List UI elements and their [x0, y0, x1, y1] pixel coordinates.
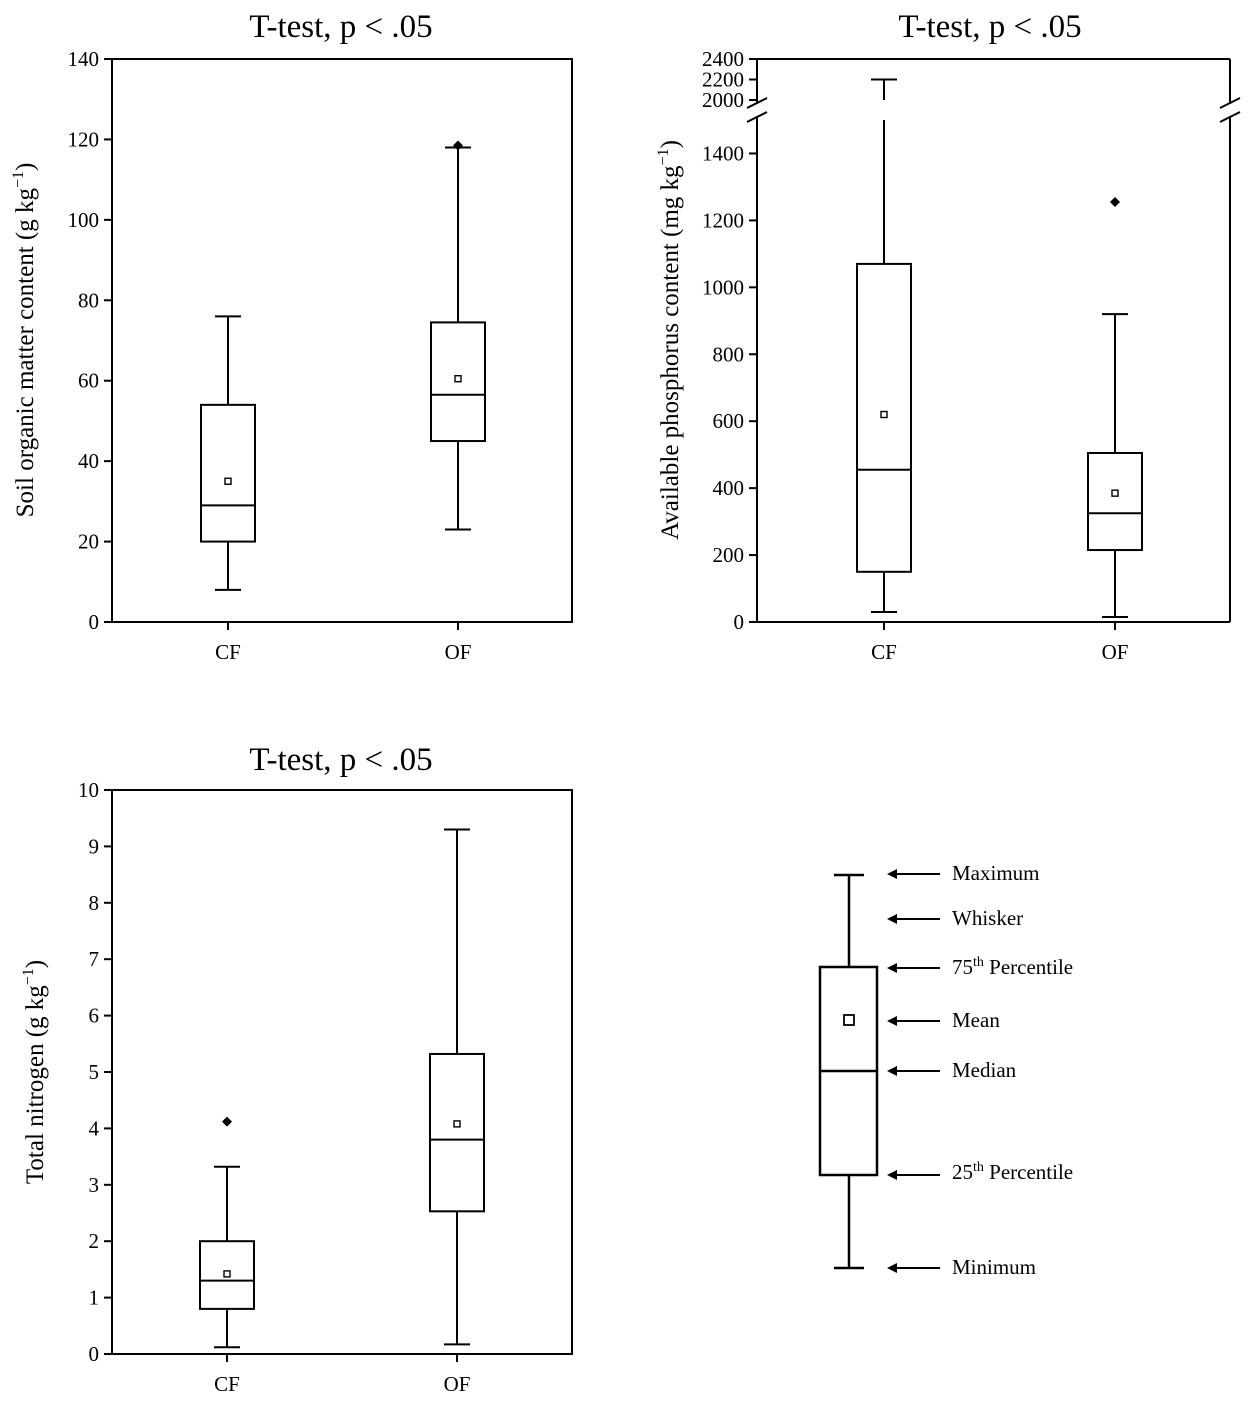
y-tick-label: 9 — [89, 834, 100, 858]
y-tick-label: 8 — [89, 891, 100, 915]
mean-marker — [453, 1120, 461, 1128]
y-tick-label: 2000 — [702, 88, 744, 112]
mean-marker — [223, 1270, 231, 1278]
y-axis-label: Total nitrogen (g kg−1) — [20, 960, 49, 1184]
y-tick-label: 400 — [713, 476, 745, 500]
panel-available-phosphorus: T-test, p < .05 Available phosphorus con… — [655, 9, 1241, 664]
box-iqr — [429, 1052, 485, 1213]
y-tick-label: 1000 — [702, 275, 744, 299]
y-tick-label: 6 — [89, 1004, 100, 1028]
legend-whisker-label: Whisker — [952, 906, 1023, 930]
panel-total-nitrogen: T-test, p < .05 Total nitrogen (g kg−1) … — [20, 742, 573, 1396]
x-tick-label: OF — [444, 1372, 471, 1396]
legend-arrow-head — [887, 1066, 897, 1076]
outlier-point — [222, 1116, 232, 1127]
legend-arrow-head — [887, 1263, 897, 1273]
plot-frame — [111, 58, 573, 623]
y-tick-label: 800 — [713, 342, 745, 366]
y-tick-label: 0 — [89, 610, 100, 634]
y-axis-label: Soil organic matter content (g kg−1) — [10, 163, 39, 518]
y-tick-label: 2400 — [702, 47, 744, 71]
legend-arrow-head — [887, 1170, 897, 1180]
y-tick-label: 100 — [68, 208, 100, 232]
y-tick-label: 2200 — [702, 68, 744, 92]
y-axis-label: Available phosphorus content (mg kg−1) — [655, 140, 684, 540]
y-tick-label: 7 — [89, 947, 100, 971]
box-iqr — [1087, 451, 1143, 552]
legend-maximum-label: Maximum — [952, 861, 1040, 885]
axis-break-mark — [1219, 111, 1241, 123]
x-tick-label: CF — [214, 1372, 240, 1396]
y-tick-label: 80 — [78, 288, 99, 312]
y-tick-label: 2 — [89, 1229, 100, 1253]
y-tick-label: 60 — [78, 369, 99, 393]
legend-arrow-head — [887, 869, 897, 879]
box-iqr — [199, 1240, 255, 1310]
mean-marker — [224, 477, 232, 485]
chart-title: T-test, p < .05 — [249, 742, 432, 778]
legend-median-label: Median — [952, 1058, 1017, 1082]
box-iqr — [856, 262, 912, 573]
y-tick-label: 1400 — [702, 141, 744, 165]
chart-title: T-test, p < .05 — [249, 9, 432, 45]
plot-frame — [111, 789, 573, 1355]
mean-marker — [1111, 489, 1119, 497]
axis-break-mark — [1219, 97, 1241, 109]
mean-marker — [454, 375, 462, 383]
legend-arrow-head — [887, 914, 897, 924]
x-tick-label: CF — [871, 640, 897, 664]
y-tick-label: 0 — [734, 610, 745, 634]
x-tick-label: CF — [215, 640, 241, 664]
x-tick-label: OF — [1102, 640, 1129, 664]
panel-soil-organic-matter: T-test, p < .05 Soil organic matter cont… — [10, 9, 573, 664]
y-tick-label: 20 — [78, 530, 99, 554]
box-iqr — [430, 321, 486, 443]
axis-break-mark — [746, 97, 768, 109]
legend-mean-marker — [843, 1014, 855, 1026]
y-tick-label: 200 — [713, 543, 745, 567]
legend-arrow-head — [887, 1016, 897, 1026]
axis-break-mark — [746, 111, 768, 123]
legend-25th-percentile-label: 25th Percentile — [952, 1160, 1073, 1184]
y-tick-label: 140 — [68, 47, 100, 71]
y-tick-label: 40 — [78, 449, 99, 473]
legend-minimum-label: Minimum — [952, 1255, 1036, 1279]
y-tick-label: 120 — [68, 127, 100, 151]
box-plot-legend: Maximum Whisker 75th Percentile Mean Med… — [818, 861, 1073, 1279]
y-tick-label: 4 — [89, 1116, 100, 1140]
y-tick-label: 1 — [89, 1286, 100, 1310]
y-tick-label: 3 — [89, 1173, 100, 1197]
legend-arrow-head — [887, 963, 897, 973]
outlier-point — [453, 140, 463, 151]
legend-mean-label: Mean — [952, 1008, 1000, 1032]
y-tick-label: 5 — [89, 1060, 100, 1084]
y-tick-label: 1200 — [702, 208, 744, 232]
y-tick-label: 600 — [713, 409, 745, 433]
legend-75th-percentile-label: 75th Percentile — [952, 955, 1073, 979]
box-iqr — [200, 403, 256, 543]
outlier-point — [1110, 196, 1120, 207]
chart-title: T-test, p < .05 — [898, 9, 1081, 45]
y-tick-label: 10 — [78, 778, 99, 802]
mean-marker — [880, 410, 888, 419]
legend-arrows — [887, 869, 940, 1273]
x-tick-label: OF — [445, 640, 472, 664]
y-tick-label: 0 — [89, 1342, 100, 1366]
